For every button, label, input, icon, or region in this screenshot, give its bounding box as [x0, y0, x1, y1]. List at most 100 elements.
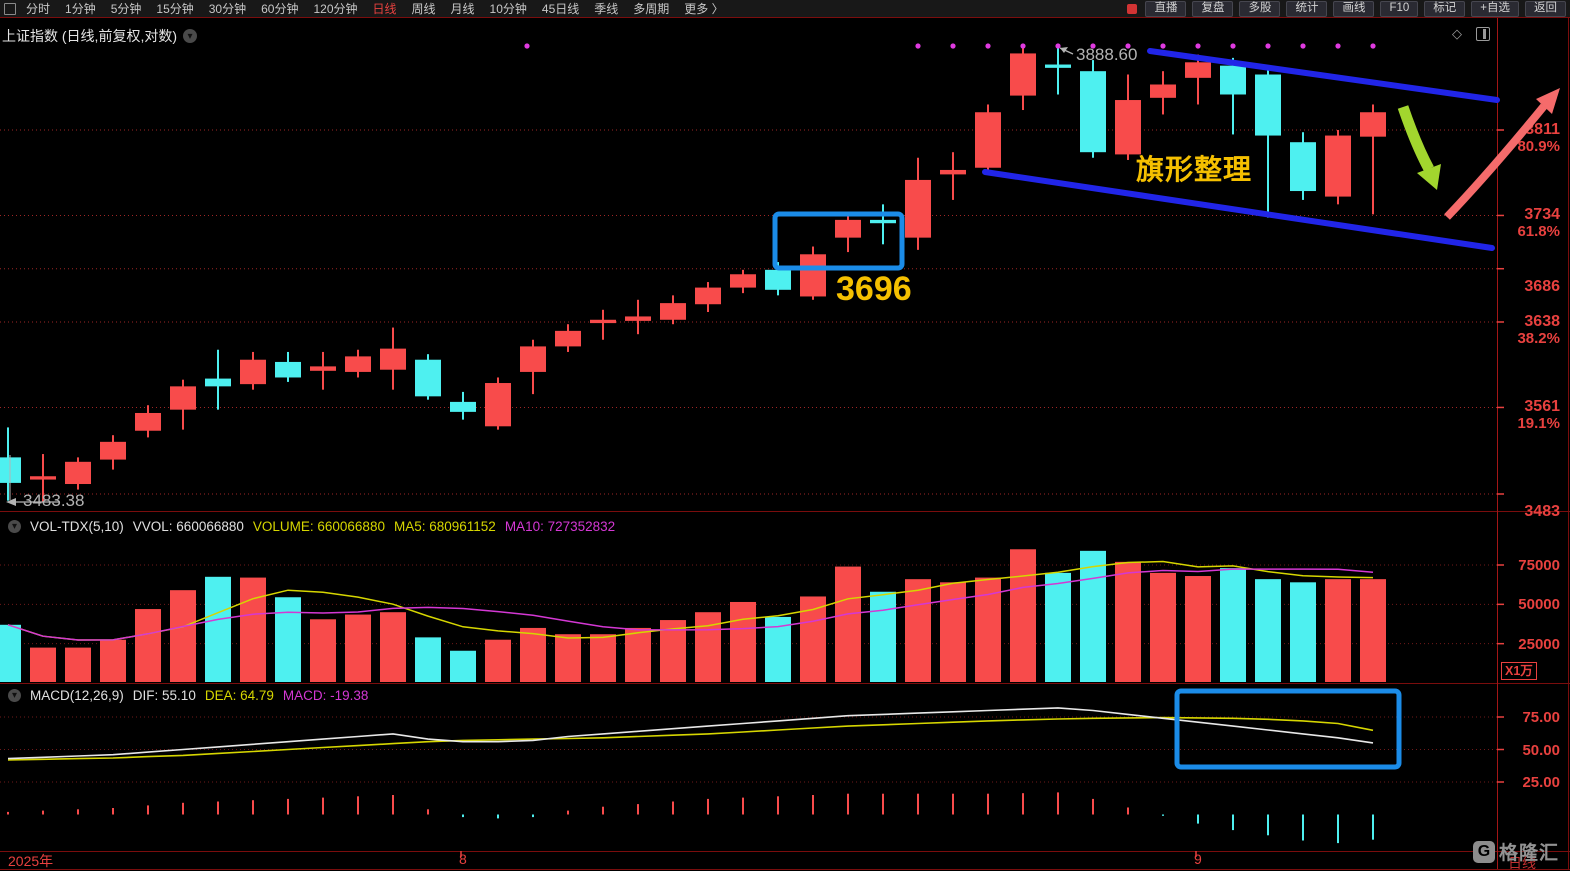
volume-bar	[485, 639, 511, 682]
signal-dot	[915, 43, 921, 49]
toolbar-button-多股[interactable]: 多股	[1239, 0, 1281, 17]
timeframe-季线[interactable]: 季线	[594, 2, 619, 16]
high-pointer-line	[1059, 47, 1074, 55]
volume-bar	[1115, 561, 1141, 682]
signal-dot	[524, 43, 530, 49]
candle-body	[1080, 71, 1106, 153]
candle-body	[415, 359, 441, 397]
price-axis-label: 3638 38.2%	[1517, 312, 1560, 347]
candle-body	[1290, 142, 1316, 192]
green-down-arrow	[1397, 105, 1434, 172]
candle-body	[555, 330, 581, 347]
bottom-border	[0, 869, 1570, 870]
indicator-value: DIF: 55.10	[132, 687, 196, 703]
timeframe-120分钟[interactable]: 120分钟	[313, 2, 358, 16]
volume-bar	[730, 601, 756, 682]
candle-body	[310, 366, 336, 371]
timeframe-15分钟[interactable]: 15分钟	[156, 2, 194, 16]
volume-bar	[905, 579, 931, 682]
timeframe-更多 〉[interactable]: 更多 〉	[684, 2, 724, 16]
candle-body	[1220, 65, 1246, 95]
date-label: 9	[1194, 851, 1202, 867]
collapse-icon[interactable]: ▾	[8, 688, 21, 702]
window-icon[interactable]	[4, 2, 16, 15]
signal-dot	[1160, 43, 1166, 49]
signal-dot	[1195, 43, 1201, 49]
timeframe-月线[interactable]: 月线	[450, 2, 475, 16]
toolbar-button-+自选[interactable]: +自选	[1471, 0, 1519, 17]
indicator-value: VVOL: 660066880	[132, 518, 244, 534]
price-axis-label: 3561 19.1%	[1517, 398, 1560, 433]
candle-body	[520, 346, 546, 372]
timeframe-分时[interactable]: 分时	[26, 2, 51, 16]
candle-body	[450, 401, 476, 412]
timeframe-10分钟[interactable]: 10分钟	[489, 2, 527, 16]
gelonghui-logo-icon: G	[1473, 840, 1495, 863]
candle-body	[590, 319, 616, 324]
volume-indicator-header: ▾ VOL-TDX(5,10) VVOL: 660066880 VOLUME: 66…	[2, 517, 615, 535]
volume-bar	[345, 614, 371, 682]
volume-bar	[65, 647, 91, 682]
candle-body	[1010, 53, 1036, 96]
date-label: 2025年	[8, 853, 54, 869]
candle-body	[0, 457, 21, 483]
diamond-icon[interactable]: ◇	[1452, 26, 1462, 41]
toolbar-button-标记[interactable]: 标记	[1424, 0, 1466, 17]
toolbar-button-返回[interactable]: 返回	[1525, 0, 1566, 17]
volume-bar	[1290, 582, 1316, 682]
candle-body	[695, 287, 721, 305]
signal-dot	[985, 43, 991, 49]
candle-body	[205, 378, 231, 387]
volume-bar	[800, 596, 826, 682]
candle-body	[380, 348, 406, 370]
volume-bar	[1150, 572, 1176, 682]
volume-bar	[30, 647, 56, 682]
indicator-value: MA5: 680961152	[393, 518, 496, 534]
timeframe-多周期[interactable]: 多周期	[633, 2, 670, 16]
volume-bar	[870, 591, 896, 682]
volume-bar	[1255, 579, 1281, 682]
timeframe-60分钟[interactable]: 60分钟	[261, 2, 299, 16]
signal-dot	[1055, 43, 1061, 49]
timeframe-menu: 分时 1分钟 5分钟 15分钟 30分钟 60分钟 120分钟 日线 周线 月线 10分钟 45日线季…	[26, 0, 724, 17]
volume-bar	[625, 627, 651, 682]
volume-bar	[310, 619, 336, 682]
timeframe-5分钟[interactable]: 5分钟	[110, 2, 142, 16]
timeframe-周线[interactable]: 周线	[411, 2, 436, 16]
chart-title-row: 上证指数 (日线,前复权,对数) ▾	[2, 27, 197, 45]
chevron-down-icon[interactable]: ▾	[183, 29, 197, 43]
toolbar-button-复盘[interactable]: 复盘	[1192, 0, 1234, 17]
signal-dot	[1265, 43, 1271, 49]
corner-icons: ◇	[1452, 26, 1490, 42]
toolbar-button-直播[interactable]: 直播	[1145, 0, 1187, 17]
macd-dea-line	[7, 716, 1374, 761]
candle-body	[100, 441, 126, 460]
candle-body	[870, 219, 896, 224]
candle-body	[30, 476, 56, 480]
volume-bar	[975, 577, 1001, 682]
volume-bar	[1010, 549, 1036, 682]
toolbar-button-画线[interactable]: 画线	[1333, 0, 1375, 17]
candle-body	[345, 356, 371, 372]
volume-bar	[380, 612, 406, 682]
timeframe-日线[interactable]: 日线	[372, 2, 397, 16]
toolbar-button-统计[interactable]: 统计	[1286, 0, 1328, 17]
panel-toggle-icon[interactable]	[1476, 27, 1490, 41]
toolbar-button-F10[interactable]: F10	[1380, 0, 1419, 17]
pane-separator	[0, 851, 1570, 852]
timeframe-1分钟[interactable]: 1分钟	[65, 2, 96, 16]
volume-bar	[695, 612, 721, 682]
timeframe-30分钟[interactable]: 30分钟	[208, 2, 247, 16]
highlight-box	[1174, 688, 1402, 770]
candle-body	[1045, 64, 1071, 68]
highlight-box	[772, 211, 905, 271]
collapse-icon[interactable]: ▾	[8, 519, 21, 533]
timeframe-45日线[interactable]: 45日线	[541, 2, 580, 16]
volume-bar	[1185, 576, 1211, 682]
volume-bar	[835, 566, 861, 682]
live-indicator-icon	[1127, 3, 1138, 14]
price-axis-label: 3734 61.8%	[1517, 206, 1560, 241]
indicator-value: MA10: 727352832	[504, 518, 616, 534]
signal-dot	[1335, 43, 1341, 49]
